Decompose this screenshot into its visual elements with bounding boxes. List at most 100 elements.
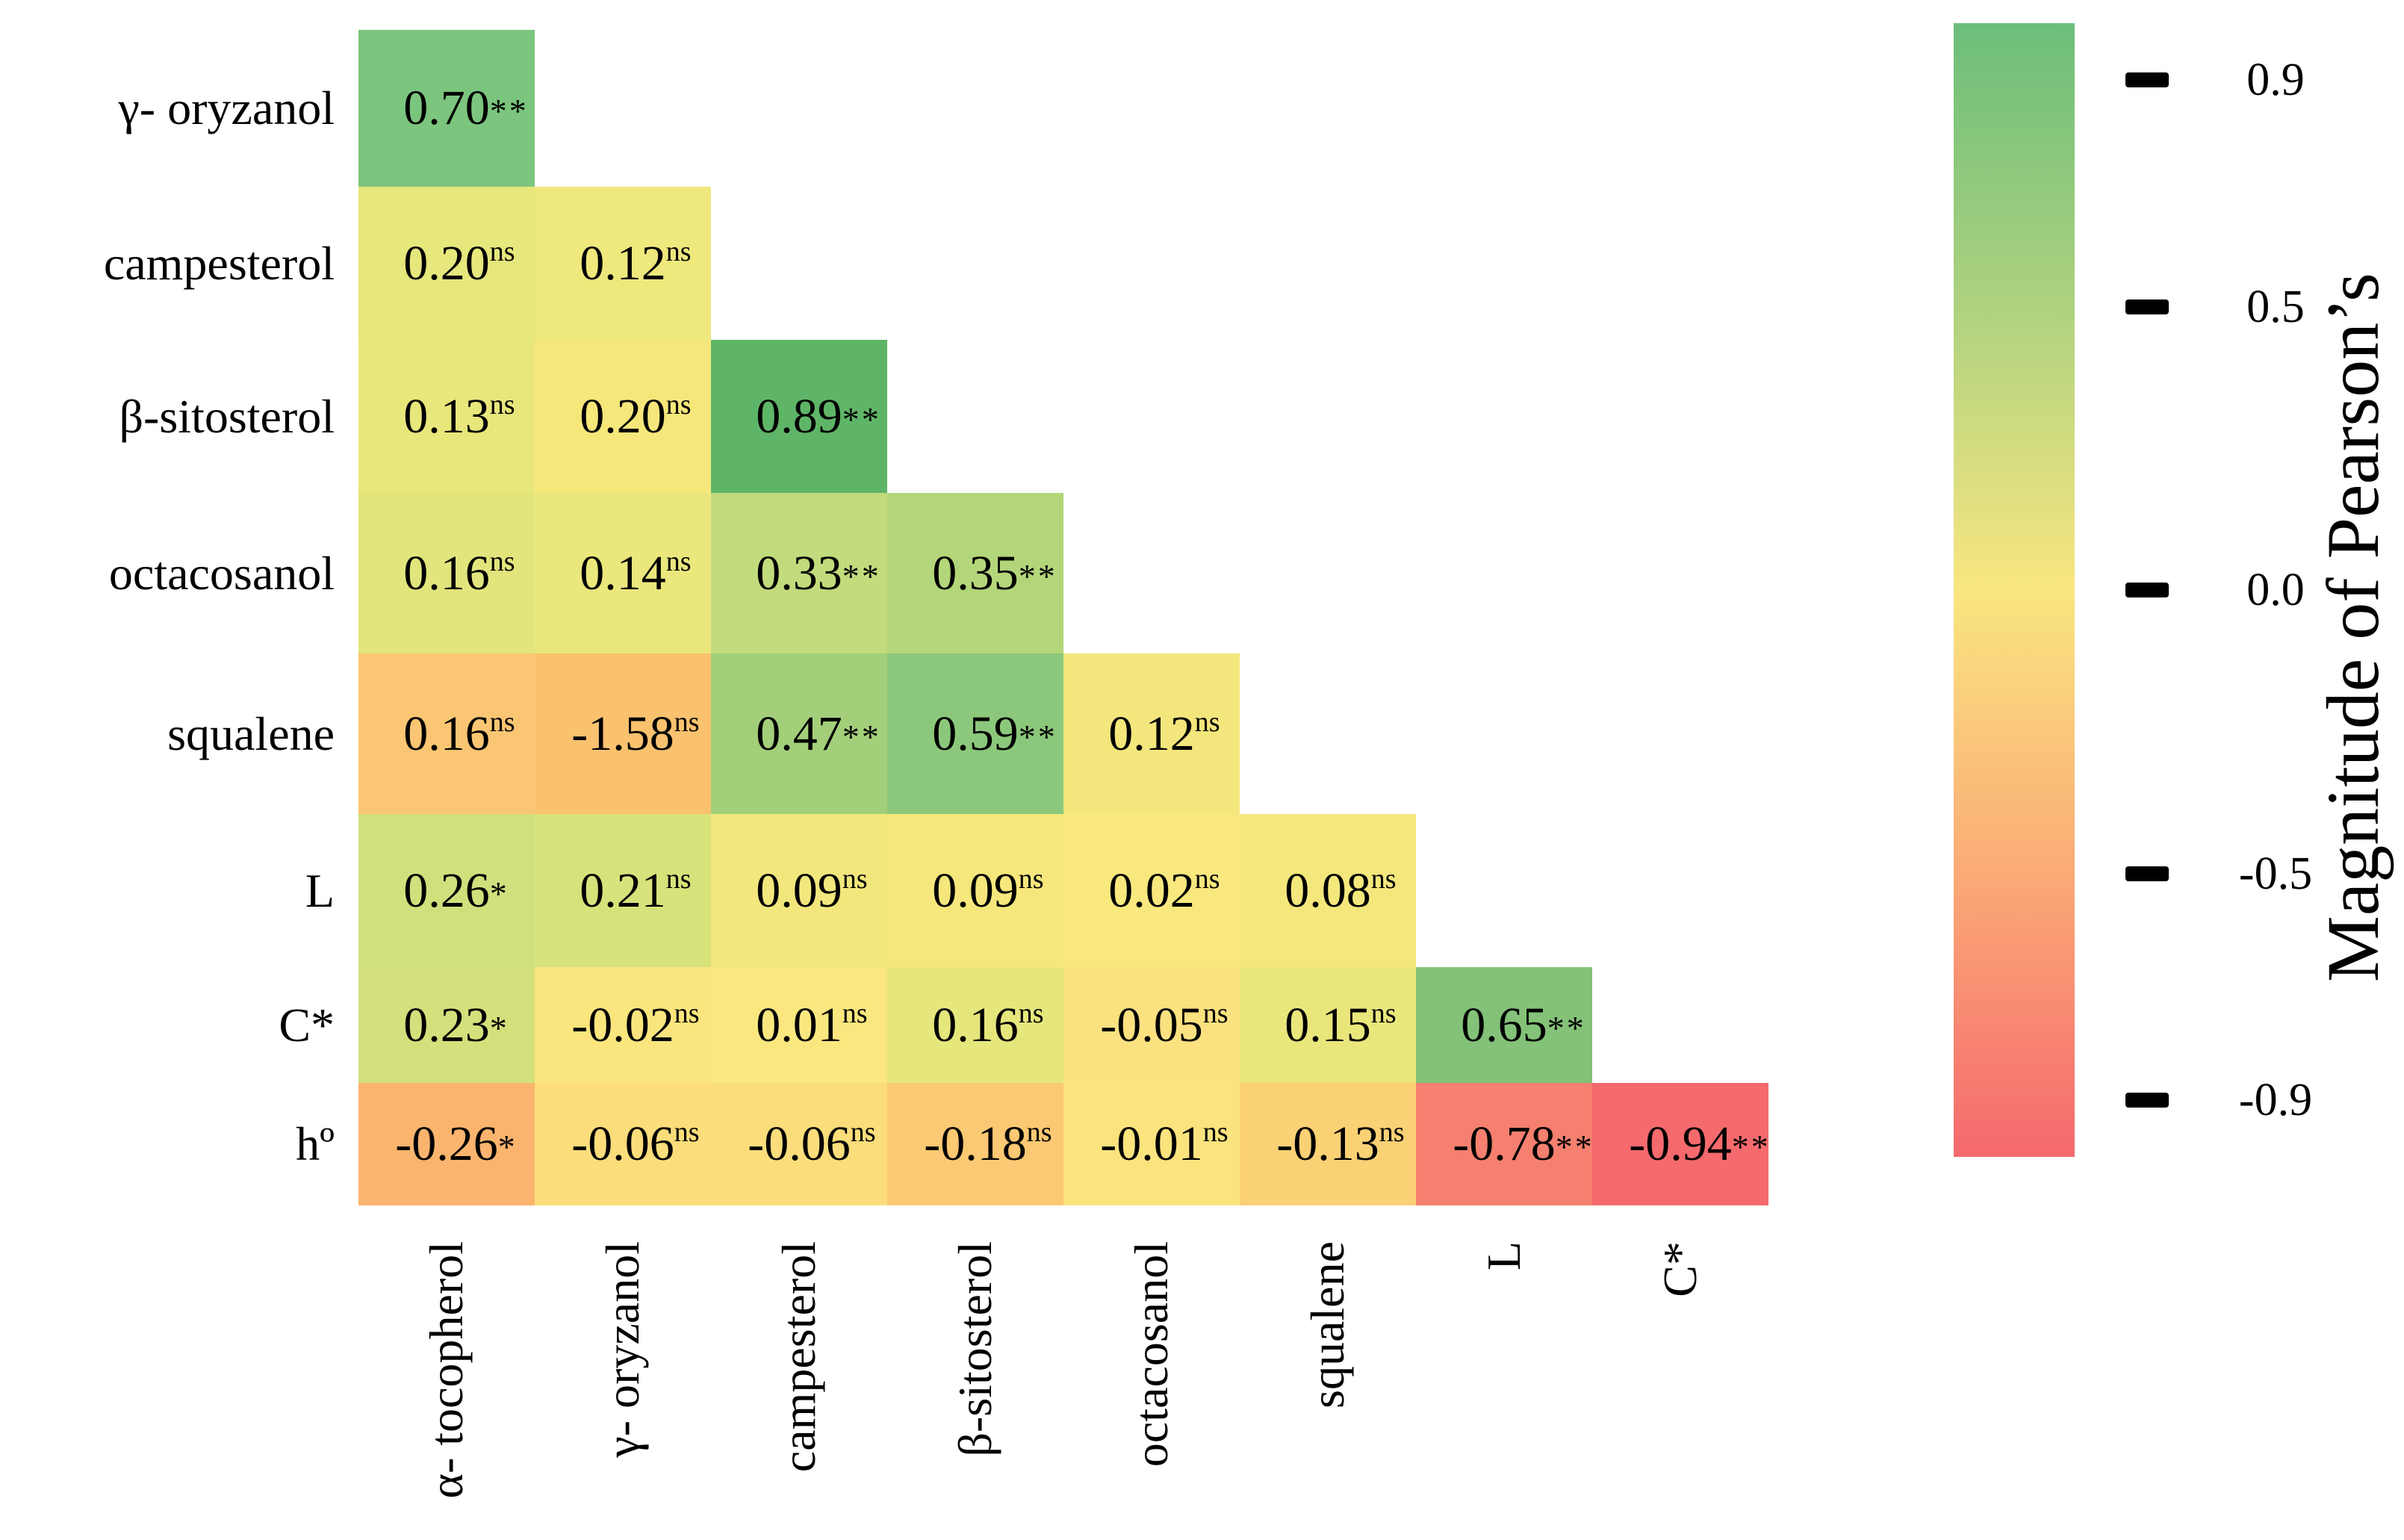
cell-significance: ns	[674, 1117, 700, 1148]
heatmap-cell-6-1: -0.02 ns	[535, 967, 711, 1083]
cell-significance: ns	[1379, 1117, 1405, 1148]
col-label-3: β-sitosterol	[948, 1241, 1001, 1457]
row-label-1: campesterol	[103, 236, 335, 290]
cell-significance: ns	[1194, 863, 1220, 895]
row-label-6: C*	[279, 998, 335, 1052]
heatmap-cell-4-1: -1.58 ns	[535, 653, 711, 814]
colorbar-tick-1	[2125, 299, 2169, 314]
cell-value: 0.12 ns	[580, 235, 692, 291]
cell-value: 0.01 ns	[756, 997, 868, 1052]
heatmap-cell-7-5: -0.13 ns	[1240, 1083, 1416, 1205]
cell-value: 0.89 **	[756, 388, 881, 444]
cell-significance: ns	[1202, 997, 1229, 1029]
heatmap-cell-6-4: -0.05 ns	[1063, 967, 1240, 1083]
cell-value: 0.21 ns	[580, 863, 692, 918]
cell-significance: *	[489, 1008, 509, 1047]
cell-significance: **	[489, 92, 529, 130]
colorbar-tick-0	[2125, 72, 2169, 87]
col-label-7: C*	[1653, 1241, 1706, 1297]
colorbar-tick-label-4: -0.9	[2238, 1075, 2313, 1126]
heatmap-cell-4-2: 0.47 **	[711, 653, 887, 814]
heatmap-cell-6-0: 0.23 *	[358, 967, 535, 1083]
cell-significance: ns	[489, 235, 515, 267]
cell-value: 0.13 ns	[403, 388, 515, 444]
heatmap-cell-7-7: -0.94 **	[1592, 1083, 1768, 1205]
cell-significance: **	[1018, 556, 1057, 595]
col-label-2: campesterol	[772, 1241, 825, 1473]
row-label-2: β-sitosterol	[119, 389, 335, 443]
cell-value: -0.01 ns	[1100, 1117, 1229, 1171]
cell-value: 0.33 **	[756, 545, 881, 600]
row-label-0: γ- oryzanol	[118, 81, 335, 134]
cell-significance: **	[1018, 717, 1057, 756]
heatmap-cell-3-0: 0.16 ns	[358, 493, 535, 653]
heatmap-cell-7-0: -0.26 *	[358, 1083, 535, 1205]
cell-significance: ns	[674, 706, 700, 738]
cell-significance: ns	[665, 235, 692, 267]
colorbar-tick-4	[2125, 1093, 2169, 1108]
heatmap-cell-1-1: 0.12 ns	[535, 187, 711, 340]
cell-significance: ns	[1018, 863, 1044, 895]
col-label-5: squalene	[1301, 1241, 1354, 1409]
cell-significance: ns	[665, 388, 692, 420]
col-label-1: γ- oryzanol	[596, 1241, 649, 1458]
cell-value: 0.08 ns	[1285, 863, 1397, 918]
cell-value: 0.09 ns	[932, 863, 1044, 918]
cell-value: -0.78 **	[1453, 1117, 1594, 1171]
cell-significance: ns	[1194, 706, 1220, 738]
heatmap-cell-7-1: -0.06 ns	[535, 1083, 711, 1205]
heatmap-cell-0-0: 0.70 **	[358, 30, 535, 187]
cell-value: -0.18 ns	[924, 1117, 1052, 1171]
heatmap-cell-6-5: 0.15 ns	[1240, 967, 1416, 1083]
row-label-3: octacosanol	[108, 546, 335, 600]
cell-significance: ns	[1370, 997, 1397, 1029]
heatmap-cell-5-5: 0.08 ns	[1240, 814, 1416, 967]
cell-value: -0.94 **	[1629, 1117, 1771, 1171]
cell-significance: ns	[1018, 997, 1044, 1029]
cell-significance: ns	[850, 1117, 876, 1148]
cell-significance: **	[1731, 1128, 1771, 1166]
colorbar-tick-3	[2125, 866, 2169, 881]
cell-value: 0.09 ns	[756, 863, 868, 918]
cell-value: 0.02 ns	[1108, 863, 1220, 918]
cell-value: -0.02 ns	[571, 997, 700, 1052]
cell-significance: ns	[1026, 1117, 1052, 1148]
cell-significance: ns	[674, 997, 700, 1029]
heatmap-cell-4-3: 0.59 **	[887, 653, 1063, 814]
cell-value: 0.16 ns	[403, 545, 515, 600]
row-label-5: L	[305, 863, 335, 917]
cell-significance: ns	[665, 863, 692, 895]
cell-significance: ns	[842, 997, 868, 1029]
heatmap-cell-6-6: 0.65 **	[1416, 967, 1592, 1083]
cell-significance: ns	[489, 388, 515, 420]
cell-significance: ns	[1370, 863, 1397, 895]
cell-significance: ns	[489, 706, 515, 738]
heatmap-cell-6-2: 0.01 ns	[711, 967, 887, 1083]
colorbar-tick-label-2: 0.0	[2246, 565, 2305, 615]
colorbar-tick-label-1: 0.5	[2246, 281, 2305, 332]
heatmap-cell-3-3: 0.35 **	[887, 493, 1063, 653]
heatmap-cell-7-4: -0.01 ns	[1063, 1083, 1240, 1205]
col-label-0: α- tocopherol	[420, 1241, 473, 1499]
col-label-6: L	[1477, 1241, 1530, 1271]
cell-significance: *	[497, 1128, 518, 1166]
cell-significance: *	[489, 874, 509, 913]
cell-value: 0.20 ns	[403, 235, 515, 291]
cell-value: -0.13 ns	[1276, 1117, 1405, 1171]
cell-value: 0.23 *	[403, 997, 509, 1052]
cell-value: 0.35 **	[932, 545, 1057, 600]
colorbar-tick-label-3: -0.5	[2238, 848, 2313, 899]
cell-value: 0.16 ns	[932, 997, 1044, 1052]
cell-significance: ns	[842, 863, 868, 895]
cell-value: -0.06 ns	[571, 1117, 700, 1171]
cell-significance: **	[842, 717, 881, 756]
heatmap-cell-7-2: -0.06 ns	[711, 1083, 887, 1205]
col-label-4: octacosanol	[1125, 1241, 1178, 1468]
cell-value: 0.14 ns	[580, 545, 692, 600]
row-label-7: hº	[296, 1117, 335, 1170]
cell-value: -1.58 ns	[571, 706, 700, 761]
colorbar-tick-2	[2125, 583, 2169, 597]
heatmap-cell-5-2: 0.09 ns	[711, 814, 887, 967]
heatmap-cell-5-0: 0.26 *	[358, 814, 535, 967]
